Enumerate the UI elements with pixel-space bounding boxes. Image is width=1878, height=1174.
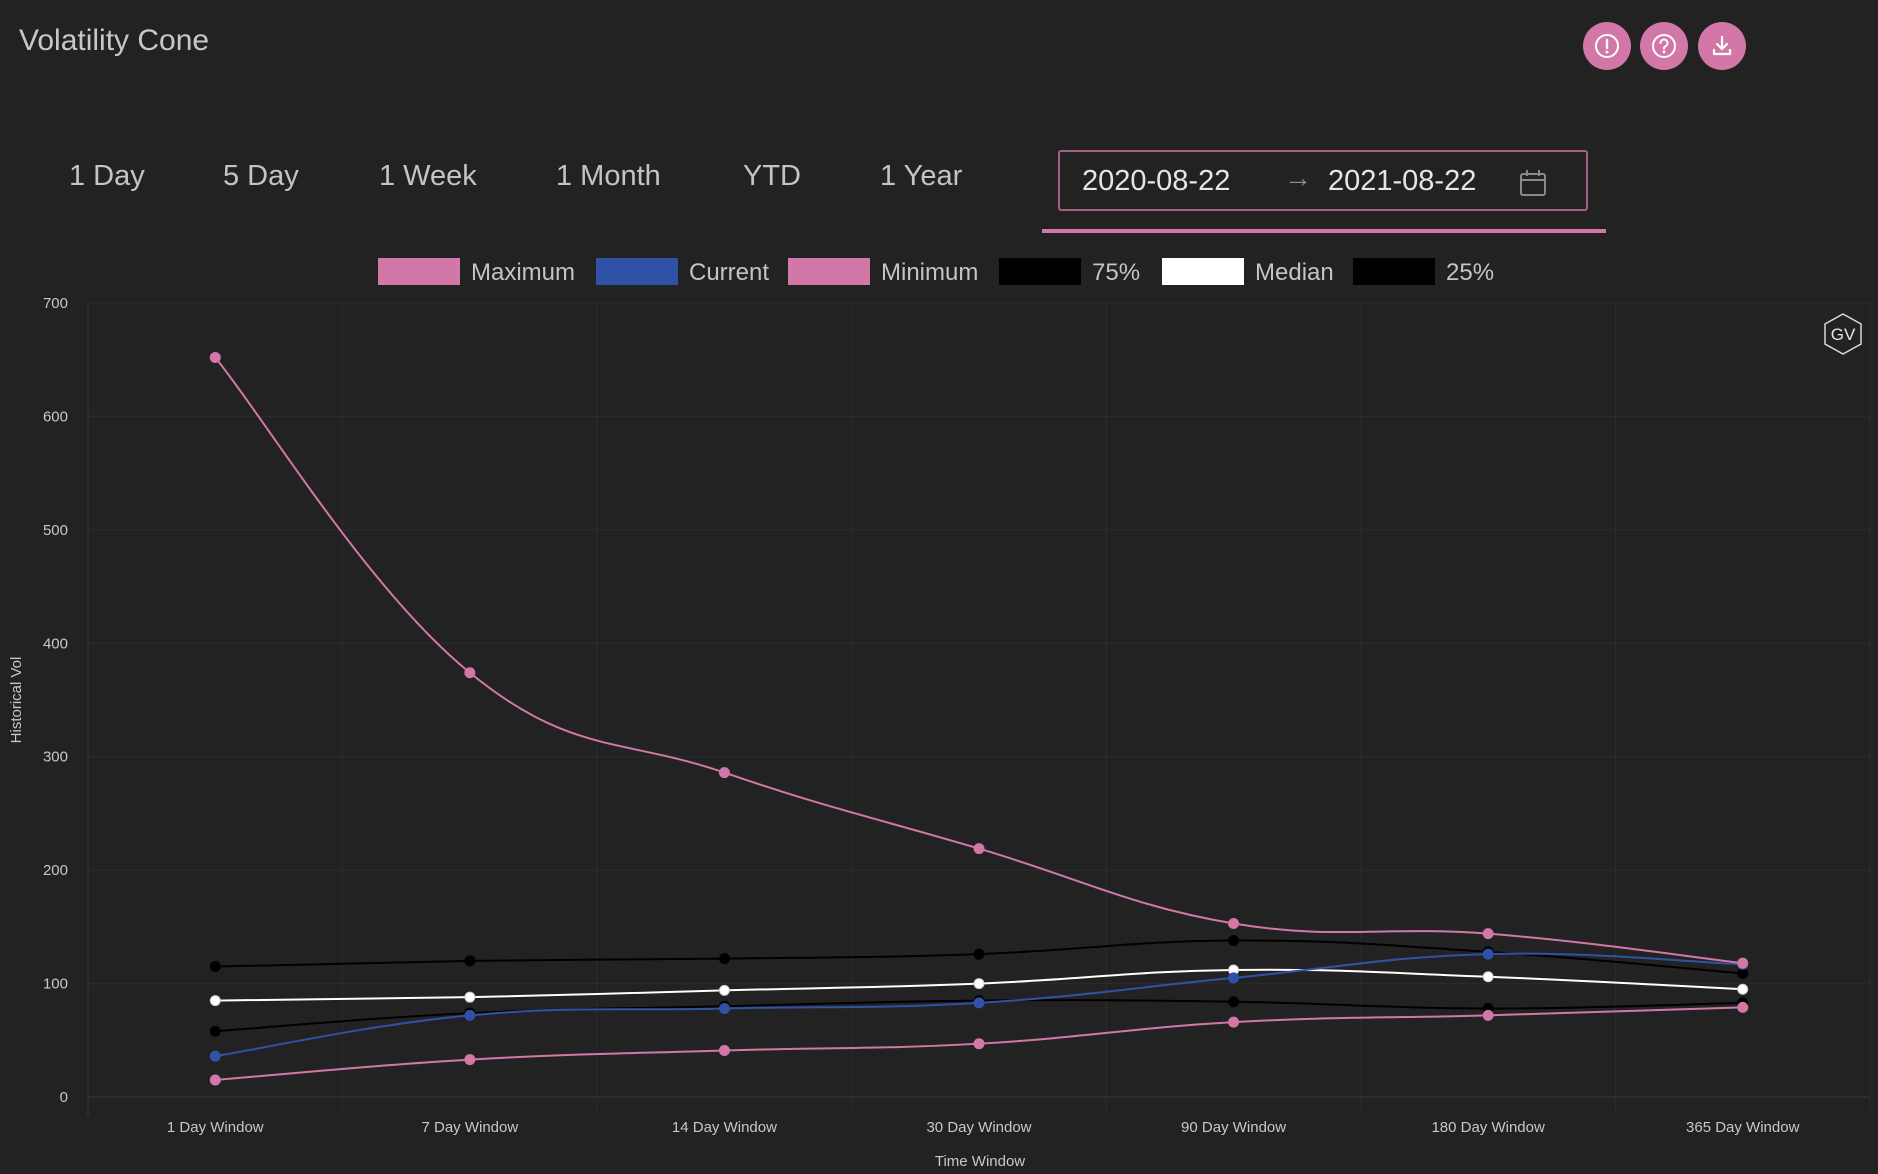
y-tick-label: 600 bbox=[43, 408, 68, 425]
data-point-maximum bbox=[464, 667, 476, 679]
gv-badge-icon: GV bbox=[1824, 313, 1862, 355]
data-point-maximum bbox=[973, 843, 985, 855]
data-point-75pct bbox=[973, 948, 985, 960]
data-point-current bbox=[718, 1003, 730, 1015]
y-tick-label: 200 bbox=[43, 862, 68, 879]
x-tick-label: 365 Day Window bbox=[1686, 1119, 1800, 1136]
data-point-maximum bbox=[1482, 928, 1494, 940]
legend-swatch bbox=[1162, 258, 1244, 285]
data-point-current bbox=[209, 1050, 221, 1062]
legend-label: 75% bbox=[1092, 259, 1141, 286]
download-button[interactable] bbox=[1698, 22, 1746, 70]
x-tick-label: 1 Day Window bbox=[167, 1119, 264, 1136]
x-tick-label: 14 Day Window bbox=[672, 1119, 777, 1136]
gv-badge-text: GV bbox=[1831, 325, 1856, 344]
calendar-icon[interactable] bbox=[1518, 168, 1548, 198]
y-tick-label: 400 bbox=[43, 635, 68, 652]
data-point-maximum bbox=[209, 351, 221, 363]
data-point-75pct bbox=[209, 961, 221, 973]
legend-label: Maximum bbox=[471, 259, 576, 286]
y-tick-label: 300 bbox=[43, 749, 68, 766]
tab-ytd[interactable]: YTD bbox=[743, 160, 801, 192]
data-point-maximum bbox=[1228, 917, 1240, 929]
data-point-minimum bbox=[209, 1074, 221, 1086]
data-point-25pct bbox=[1228, 996, 1240, 1008]
data-point-minimum bbox=[1228, 1016, 1240, 1028]
legend-label: 25% bbox=[1446, 259, 1495, 286]
x-tick-label: 90 Day Window bbox=[1181, 1119, 1286, 1136]
tab-1-week[interactable]: 1 Week bbox=[379, 160, 477, 192]
tab-5-day[interactable]: 5 Day bbox=[223, 160, 299, 192]
data-point-maximum bbox=[718, 767, 730, 779]
data-point-median bbox=[1482, 971, 1494, 983]
data-point-median bbox=[209, 995, 221, 1007]
legend-swatch bbox=[596, 258, 678, 285]
data-point-minimum bbox=[718, 1044, 730, 1056]
legend-swatch bbox=[788, 258, 870, 285]
alert-icon bbox=[1595, 34, 1619, 58]
y-tick-label: 500 bbox=[43, 522, 68, 539]
data-point-maximum bbox=[1737, 957, 1749, 969]
data-point-25pct bbox=[209, 1025, 221, 1037]
end-date-input[interactable]: 2021-08-22 bbox=[1328, 165, 1477, 197]
y-tick-label: 700 bbox=[43, 295, 68, 312]
data-point-75pct bbox=[1737, 967, 1749, 979]
x-axis-title: Time Window bbox=[935, 1153, 1025, 1170]
data-point-current bbox=[1482, 948, 1494, 960]
y-tick-label: 100 bbox=[43, 976, 68, 993]
legend-swatch bbox=[999, 258, 1081, 285]
legend-swatch bbox=[1353, 258, 1435, 285]
data-point-median bbox=[973, 978, 985, 990]
legend-label: Minimum bbox=[881, 259, 979, 286]
tab-1-month[interactable]: 1 Month bbox=[556, 160, 661, 192]
start-date-input[interactable]: 2020-08-22 bbox=[1082, 165, 1231, 197]
data-point-current bbox=[464, 1009, 476, 1021]
range-separator: → bbox=[1284, 162, 1312, 193]
tab-1-year[interactable]: 1 Year bbox=[880, 160, 963, 192]
data-point-minimum bbox=[464, 1054, 476, 1066]
data-point-minimum bbox=[973, 1038, 985, 1050]
page-title: Volatility Cone bbox=[19, 24, 210, 57]
data-point-minimum bbox=[1737, 1001, 1749, 1013]
legend-label: Median bbox=[1255, 259, 1334, 286]
series-line-maximum bbox=[214, 356, 1743, 965]
data-point-median bbox=[1737, 983, 1749, 995]
legend-swatch bbox=[378, 258, 460, 285]
data-point-75pct bbox=[1228, 934, 1240, 946]
y-tick-label: 0 bbox=[60, 1089, 68, 1106]
x-tick-label: 7 Day Window bbox=[422, 1119, 519, 1136]
date-range-picker[interactable]: 2020-08-22 → 2021-08-22 bbox=[1058, 150, 1588, 211]
data-point-current bbox=[973, 997, 985, 1009]
data-point-median bbox=[718, 984, 730, 996]
help-icon bbox=[1652, 34, 1676, 58]
data-point-minimum bbox=[1482, 1009, 1494, 1021]
y-axis-title: Historical Vol bbox=[8, 657, 25, 744]
help-button[interactable] bbox=[1640, 22, 1688, 70]
x-tick-label: 180 Day Window bbox=[1431, 1119, 1545, 1136]
data-point-75pct bbox=[464, 955, 476, 967]
legend-label: Current bbox=[689, 259, 770, 286]
tab-1-day[interactable]: 1 Day bbox=[69, 160, 145, 192]
data-point-current bbox=[1228, 972, 1240, 984]
alert-button[interactable] bbox=[1583, 22, 1631, 70]
data-point-median bbox=[464, 991, 476, 1003]
data-point-75pct bbox=[718, 953, 730, 965]
x-tick-label: 30 Day Window bbox=[926, 1119, 1031, 1136]
download-icon bbox=[1712, 35, 1732, 56]
date-range-underline bbox=[1042, 229, 1606, 233]
